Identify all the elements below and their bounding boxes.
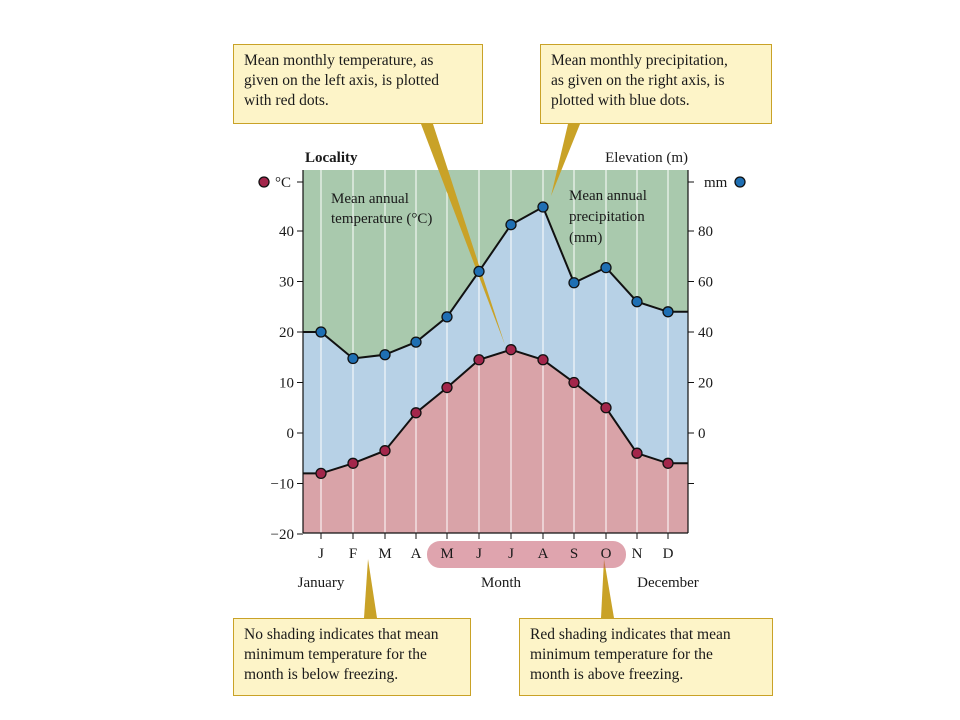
- month-label: D: [663, 546, 674, 562]
- red-shading-callout: Red shading indicates that mean minimum …: [519, 618, 773, 696]
- elevation-label: Elevation (m): [605, 150, 688, 166]
- precipitation-dot: [379, 349, 391, 361]
- precipitation-legend-dot: [734, 176, 746, 188]
- left-unit-label: °C: [275, 175, 291, 191]
- precipitation-dot: [631, 296, 643, 308]
- right-tick-label: 40: [698, 325, 713, 341]
- precipitation-dot: [505, 219, 517, 231]
- month-label: A: [411, 546, 422, 562]
- right-tick-label: 0: [698, 426, 706, 442]
- precipitation-dot: [315, 326, 327, 338]
- month-label: M: [440, 546, 453, 562]
- month-label: F: [349, 546, 357, 562]
- precipitation-dot: [662, 306, 674, 318]
- month-label: A: [538, 546, 549, 562]
- chart-dots: [258, 176, 746, 480]
- precipitation-dot: [600, 261, 612, 274]
- temperature-area: [303, 349, 688, 533]
- right-tick-label: 20: [698, 376, 713, 392]
- temperature-dot: [410, 407, 422, 419]
- right-tick-label: 60: [698, 275, 713, 291]
- precipitation-dot: [347, 352, 359, 365]
- temperature-legend-dot: [258, 176, 270, 188]
- temperature-dot: [315, 467, 327, 480]
- month-highlight-band: [427, 541, 626, 568]
- locality-label: Locality: [305, 150, 358, 166]
- no-shading-pointer: [364, 559, 377, 618]
- january-label: January: [298, 575, 345, 591]
- no-shading-callout: No shading indicates that mean minimum t…: [233, 618, 471, 696]
- temperature-dot: [662, 457, 674, 469]
- precipitation-callout-text: Mean monthly precipitation, as given on …: [551, 52, 728, 109]
- temperature-dot: [631, 447, 643, 459]
- left-tick-label: −10: [271, 477, 294, 493]
- temperature-callout: Mean monthly temperature, as given on th…: [233, 44, 483, 124]
- precipitation-area-label: (mm): [569, 230, 602, 246]
- temperature-area-label: temperature (°C): [331, 211, 432, 227]
- right-unit-label: mm: [704, 175, 728, 191]
- temperature-dot: [505, 344, 517, 356]
- x-axis-label: Month: [481, 575, 522, 591]
- temperature-callout-text: Mean monthly temperature, as given on th…: [244, 52, 440, 109]
- right-tick-label: 80: [698, 224, 713, 240]
- precipitation-dot: [410, 336, 422, 348]
- red-shading-callout-text: Red shading indicates that mean minimum …: [530, 626, 731, 683]
- precipitation-area-label: precipitation: [569, 209, 645, 225]
- month-label: J: [508, 546, 514, 562]
- temperature-dot: [473, 354, 485, 366]
- precipitation-area-label: Mean annual: [569, 188, 647, 204]
- temperature-dot: [568, 376, 580, 389]
- left-tick-label: 20: [279, 325, 294, 341]
- precipitation-callout: Mean monthly precipitation, as given on …: [540, 44, 772, 124]
- chart-axes: [297, 170, 694, 568]
- left-tick-label: 40: [279, 224, 294, 240]
- callout-pointers: [364, 124, 614, 618]
- chart-areas: [303, 170, 688, 533]
- month-label: O: [601, 546, 612, 562]
- chart-text: −20 −10 0 10 20 30 40 0 20 40 60 80 °C mm Locality Elev…: [271, 150, 728, 591]
- temperature-area-label: Mean annual: [331, 191, 409, 207]
- left-tick-label: 30: [279, 275, 294, 291]
- left-tick-label: −20: [271, 527, 294, 543]
- temperature-dot: [600, 402, 612, 414]
- temperature-dot: [441, 381, 453, 394]
- precipitation-dot: [568, 277, 580, 289]
- precipitation-dot: [537, 201, 549, 213]
- month-label: M: [378, 546, 391, 562]
- no-shading-callout-text: No shading indicates that mean minimum t…: [244, 626, 439, 683]
- temperature-dot: [379, 445, 391, 457]
- left-tick-label: 10: [279, 376, 294, 392]
- month-label: N: [632, 546, 643, 562]
- precipitation-dot: [441, 311, 453, 323]
- month-label: J: [318, 546, 324, 562]
- precipitation-dot: [473, 265, 485, 278]
- month-label: J: [476, 546, 482, 562]
- temperature-line: [303, 348, 688, 475]
- temperature-dot: [347, 457, 359, 469]
- precipitation-pointer: [551, 124, 580, 196]
- red-shading-pointer: [601, 559, 614, 618]
- december-label: December: [637, 575, 699, 591]
- month-label: S: [570, 546, 578, 562]
- temperature-pointer: [421, 124, 505, 345]
- left-tick-label: 0: [287, 426, 295, 442]
- temperature-dot: [537, 354, 549, 366]
